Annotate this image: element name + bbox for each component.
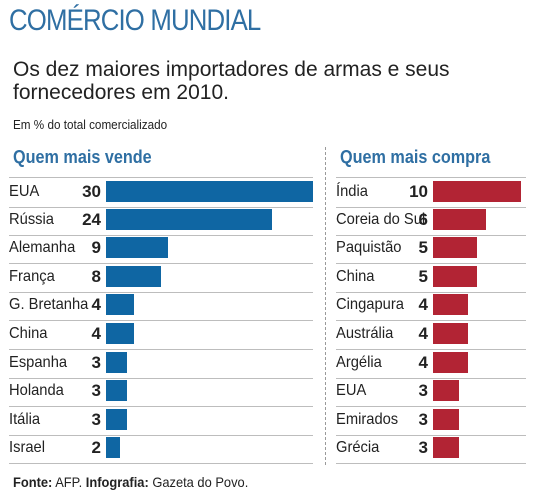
buyers-value-label: 4 bbox=[418, 324, 428, 343]
buyers-category-label: Cingapura bbox=[336, 296, 404, 314]
buyers-value-label: 3 bbox=[418, 409, 428, 429]
sellers-category-label: Itália bbox=[9, 410, 41, 428]
buyers-bar bbox=[433, 208, 486, 230]
buyers-category-label: Grécia bbox=[336, 439, 380, 457]
buyers-bar bbox=[433, 181, 521, 202]
buyers-row: Paquistão 5 bbox=[336, 234, 526, 265]
sellers-bar bbox=[106, 351, 127, 373]
buyers-bar bbox=[433, 437, 460, 459]
sellers-bar bbox=[106, 208, 272, 230]
sellers-category-label: G. Bretanha bbox=[9, 296, 89, 314]
buyers-value-label: 5 bbox=[418, 266, 428, 286]
sellers-category-label: Holanda bbox=[9, 382, 64, 400]
sellers-row: EUA 30 bbox=[9, 177, 313, 208]
source-label: Fonte: bbox=[13, 474, 53, 490]
buyers-bar bbox=[433, 294, 469, 316]
sellers-bar bbox=[106, 265, 162, 287]
buyers-row: Austrália 4 bbox=[336, 320, 526, 350]
sellers-row: França 8 bbox=[9, 263, 313, 293]
sellers-row: Holanda 3 bbox=[9, 377, 313, 408]
buyers-value-label: 5 bbox=[418, 238, 428, 258]
sellers-bar bbox=[106, 408, 127, 430]
sellers-category-label: Espanha bbox=[9, 353, 68, 371]
buyers-category-label: Austrália bbox=[336, 325, 394, 342]
sellers-value-label: 2 bbox=[91, 438, 101, 458]
buyers-row: EUA 3 bbox=[336, 377, 526, 408]
sellers-row: Israel 2 bbox=[9, 434, 313, 465]
sellers-category-label: EUA bbox=[9, 183, 40, 200]
sellers-value-label: 4 bbox=[91, 295, 101, 315]
buyers-category-label: China bbox=[336, 267, 375, 285]
sellers-value-label: 3 bbox=[91, 352, 101, 372]
buyers-category-label: Índia bbox=[336, 183, 368, 200]
sellers-row: Alemanha 9 bbox=[9, 234, 313, 265]
infographic-value: Gazeta do Povo. bbox=[152, 474, 249, 490]
sellers-value-label: 8 bbox=[91, 266, 101, 286]
sellers-panel-title: Quem mais vende bbox=[13, 147, 152, 167]
buyers-row: Argélia 4 bbox=[336, 349, 526, 379]
buyers-bar bbox=[433, 237, 477, 259]
source-value: AFP. bbox=[55, 474, 83, 490]
buyers-value-label: 3 bbox=[418, 438, 428, 458]
unit-label: Em % do total comercializado bbox=[13, 117, 168, 132]
buyers-category-label: Coreia do Sul bbox=[336, 210, 426, 228]
buyers-category-label: EUA bbox=[336, 382, 367, 400]
sellers-row: China 4 bbox=[9, 320, 313, 350]
buyers-category-label: Paquistão bbox=[336, 239, 402, 257]
sellers-value-label: 4 bbox=[91, 324, 101, 343]
buyers-bar bbox=[433, 351, 469, 373]
sellers-value-label: 24 bbox=[82, 209, 101, 229]
infographic-label: Infografia: bbox=[85, 474, 149, 490]
sellers-bar bbox=[106, 437, 120, 459]
buyers-bar bbox=[433, 380, 460, 402]
buyers-row: China 5 bbox=[336, 263, 526, 293]
sellers-bar bbox=[106, 181, 313, 202]
buyers-value-label: 4 bbox=[418, 352, 428, 372]
buyers-row: Cingapura 4 bbox=[336, 291, 526, 322]
buyers-panel-title: Quem mais compra bbox=[340, 147, 491, 167]
sellers-row: Rússia 24 bbox=[9, 206, 313, 236]
buyers-row: Emirados 3 bbox=[336, 406, 526, 436]
sellers-category-label: Rússia bbox=[9, 210, 54, 228]
buyers-value-label: 10 bbox=[409, 182, 428, 201]
sellers-value-label: 3 bbox=[91, 409, 101, 429]
buyers-bar bbox=[433, 408, 460, 430]
buyers-value-label: 6 bbox=[418, 209, 428, 229]
sellers-row: Espanha 3 bbox=[9, 349, 313, 379]
buyers-value-label: 3 bbox=[418, 381, 428, 401]
sellers-bar bbox=[106, 294, 134, 316]
buyers-bar bbox=[433, 323, 469, 344]
sellers-value-label: 30 bbox=[82, 182, 101, 201]
sellers-category-label: China bbox=[9, 325, 48, 342]
buyers-row: Grécia 3 bbox=[336, 434, 526, 465]
sellers-value-label: 9 bbox=[91, 238, 101, 258]
sellers-row: Itália 3 bbox=[9, 406, 313, 436]
chart-subtitle: Os dez maiores importadores de armas e s… bbox=[13, 58, 450, 104]
sellers-category-label: França bbox=[9, 267, 55, 285]
sellers-category-label: Alemanha bbox=[9, 239, 76, 257]
sellers-category-label: Israel bbox=[9, 439, 45, 457]
buyers-category-label: Argélia bbox=[336, 353, 382, 371]
buyers-bar bbox=[433, 265, 477, 287]
buyers-row: Coreia do Sul 6 bbox=[336, 206, 526, 236]
buyers-value-label: 4 bbox=[418, 295, 428, 315]
buyers-category-label: Emirados bbox=[336, 410, 399, 428]
panel-divider bbox=[325, 147, 326, 465]
source-credit: Fonte: AFP. Infografia: Gazeta do Povo. bbox=[13, 474, 248, 490]
sellers-bar bbox=[106, 237, 169, 259]
sellers-bar bbox=[106, 323, 134, 344]
chart-title: COMÉRCIO MUNDIAL bbox=[9, 4, 261, 37]
sellers-row: G. Bretanha 4 bbox=[9, 291, 313, 322]
sellers-bar bbox=[106, 380, 127, 402]
sellers-value-label: 3 bbox=[91, 381, 101, 401]
buyers-row: Índia 10 bbox=[336, 177, 526, 208]
